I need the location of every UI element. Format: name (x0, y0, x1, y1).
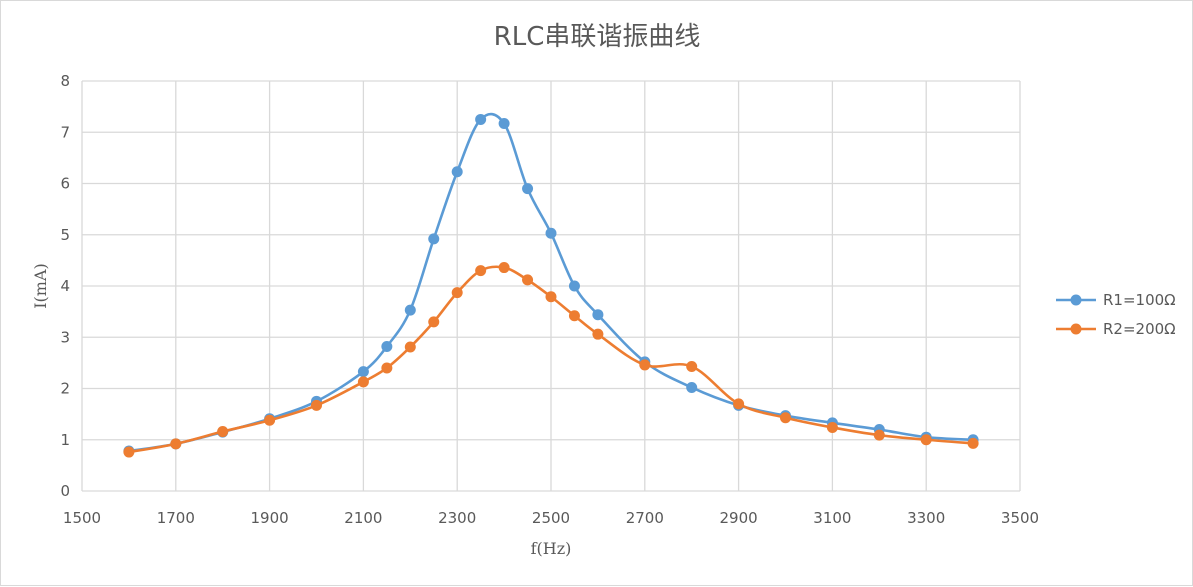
x-tick-label: 1700 (157, 509, 195, 527)
y-tick-label: 0 (60, 482, 70, 500)
x-axis-label: f(Hz) (531, 539, 572, 558)
data-point (405, 305, 416, 316)
data-point (686, 361, 697, 372)
data-point (452, 287, 463, 298)
y-axis-label: I(mA) (31, 263, 50, 309)
legend: R1=100Ω R2=200Ω (1056, 291, 1176, 338)
x-tick-label: 2700 (626, 509, 664, 527)
data-point (968, 438, 979, 449)
data-point (499, 118, 510, 129)
data-point (311, 400, 322, 411)
data-point (217, 426, 228, 437)
y-tick-label: 3 (60, 328, 70, 346)
data-point (381, 363, 392, 374)
data-point (522, 183, 533, 194)
data-point (546, 228, 557, 239)
y-tick-label: 1 (60, 431, 70, 449)
legend-marker (1071, 324, 1082, 335)
y-tick-label: 4 (60, 277, 70, 295)
data-point (475, 114, 486, 125)
y-tick-label: 5 (60, 226, 70, 244)
x-tick-label: 3100 (813, 509, 851, 527)
x-tick-label: 3500 (1001, 509, 1039, 527)
legend-label: R1=100Ω (1103, 291, 1176, 309)
data-point (428, 316, 439, 327)
data-point (733, 398, 744, 409)
data-point (921, 434, 932, 445)
data-point (592, 329, 603, 340)
legend-marker (1071, 295, 1082, 306)
data-point (592, 309, 603, 320)
data-point (522, 274, 533, 285)
chart-title: RLC串联谐振曲线 (494, 22, 701, 52)
data-point (546, 291, 557, 302)
data-point (569, 281, 580, 292)
data-point (381, 341, 392, 352)
legend-item: R2=200Ω (1056, 320, 1176, 338)
data-point (358, 366, 369, 377)
y-tick-label: 7 (60, 123, 70, 141)
data-point (264, 415, 275, 426)
data-point (639, 359, 650, 370)
legend-label: R2=200Ω (1103, 320, 1176, 338)
data-point (358, 376, 369, 387)
data-point (499, 262, 510, 273)
x-tick-label: 2300 (438, 509, 476, 527)
data-point (780, 412, 791, 423)
data-point (428, 233, 439, 244)
x-tick-label: 2900 (720, 509, 758, 527)
data-point (452, 166, 463, 177)
data-point (170, 438, 181, 449)
data-point (686, 382, 697, 393)
x-tick-label: 3300 (907, 509, 945, 527)
legend-item: R1=100Ω (1056, 291, 1176, 309)
data-point (569, 310, 580, 321)
data-point (405, 341, 416, 352)
data-point (475, 265, 486, 276)
y-tick-label: 8 (60, 72, 70, 90)
data-point (827, 422, 838, 433)
x-tick-label: 2500 (532, 509, 570, 527)
data-point (123, 447, 134, 458)
x-tick-label: 2100 (344, 509, 382, 527)
data-point (874, 430, 885, 441)
y-tick-label: 6 (60, 175, 70, 193)
x-tick-label: 1900 (251, 509, 289, 527)
x-tick-label: 1500 (63, 509, 101, 527)
y-tick-label: 2 (60, 380, 70, 398)
